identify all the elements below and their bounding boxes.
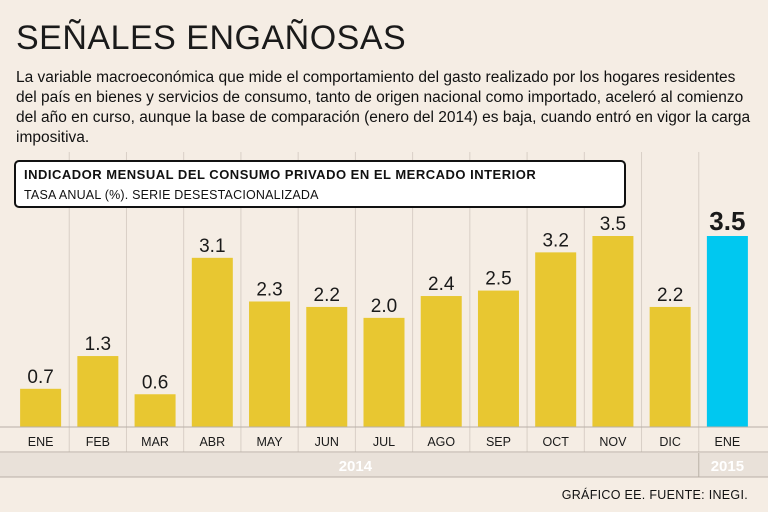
value-labels: 0.7 1.3 0.6 3.1 2.3 2.2 2.0 2.4 2.5 3.2 3.5 2.2 3.5 xyxy=(27,206,745,393)
bar-value-label-7: 2.4 xyxy=(428,274,455,295)
bar-value-label-5: 2.2 xyxy=(314,285,340,306)
bar-value-label-12: 3.5 xyxy=(709,206,745,236)
chart-legend-box: INDICADOR MENSUAL DEL CONSUMO PRIVADO EN… xyxy=(14,160,626,208)
year-band: 2014 2015 xyxy=(0,451,768,478)
x-axis: ENE FEB MAR ABR MAY JUN JUL AGO SEP OCT NOV DIC ENE xyxy=(0,426,768,449)
x-tick-label-5: JUN xyxy=(315,435,339,449)
bar-value-label-0: 0.7 xyxy=(27,367,53,388)
x-tick-label-3: ABR xyxy=(199,435,225,449)
year-band-bg xyxy=(0,453,768,477)
bars xyxy=(20,236,748,427)
chart-title: INDICADOR MENSUAL DEL CONSUMO PRIVADO EN… xyxy=(24,167,537,182)
x-tick-label-8: SEP xyxy=(486,435,511,449)
x-tick-label-1: FEB xyxy=(86,435,110,449)
bar-4 xyxy=(249,301,291,427)
chart-subtitle: TASA ANUAL (%). SERIE DESESTACIONALIZADA xyxy=(24,188,319,202)
x-tick-label-0: ENE xyxy=(28,435,54,449)
bar-value-label-3: 3.1 xyxy=(199,236,225,257)
bar-1 xyxy=(77,356,119,427)
bar-value-label-8: 2.5 xyxy=(485,269,511,290)
x-tick-label-2: MAR xyxy=(141,435,169,449)
bar-8 xyxy=(477,290,519,427)
bar-3 xyxy=(191,257,233,427)
chart-description: La variable macroeconómica que mide el c… xyxy=(16,69,751,146)
bar-12 xyxy=(706,236,748,427)
x-tick-label-12: ENE xyxy=(715,435,741,449)
bar-11 xyxy=(649,306,691,427)
bar-value-label-4: 2.3 xyxy=(256,279,282,300)
bar-2 xyxy=(134,394,176,427)
bar-0 xyxy=(20,388,62,427)
bar-9 xyxy=(535,252,577,427)
x-tick-label-9: OCT xyxy=(542,435,569,449)
bar-value-label-11: 2.2 xyxy=(657,285,683,306)
source-note: GRÁFICO EE. FUENTE: INEGI. xyxy=(561,488,748,502)
bar-10 xyxy=(592,236,634,427)
x-tick-label-7: AGO xyxy=(427,435,455,449)
bar-6 xyxy=(363,317,405,427)
bar-value-label-6: 2.0 xyxy=(371,296,397,317)
page-title: SEÑALES ENGAÑOSAS xyxy=(16,19,407,57)
bar-value-label-9: 3.2 xyxy=(542,230,568,251)
bar-value-label-1: 1.3 xyxy=(85,334,111,355)
x-tick-label-10: NOV xyxy=(599,435,627,449)
bar-5 xyxy=(306,306,348,427)
year-label-2015: 2015 xyxy=(711,458,744,475)
x-tick-label-11: DIC xyxy=(659,435,681,449)
bar-7 xyxy=(420,296,462,427)
x-tick-label-6: JUL xyxy=(373,435,395,449)
year-label-2014: 2014 xyxy=(339,458,373,475)
bar-value-label-2: 0.6 xyxy=(142,372,168,393)
bar-value-label-10: 3.5 xyxy=(600,214,626,235)
x-tick-label-4: MAY xyxy=(256,435,283,449)
